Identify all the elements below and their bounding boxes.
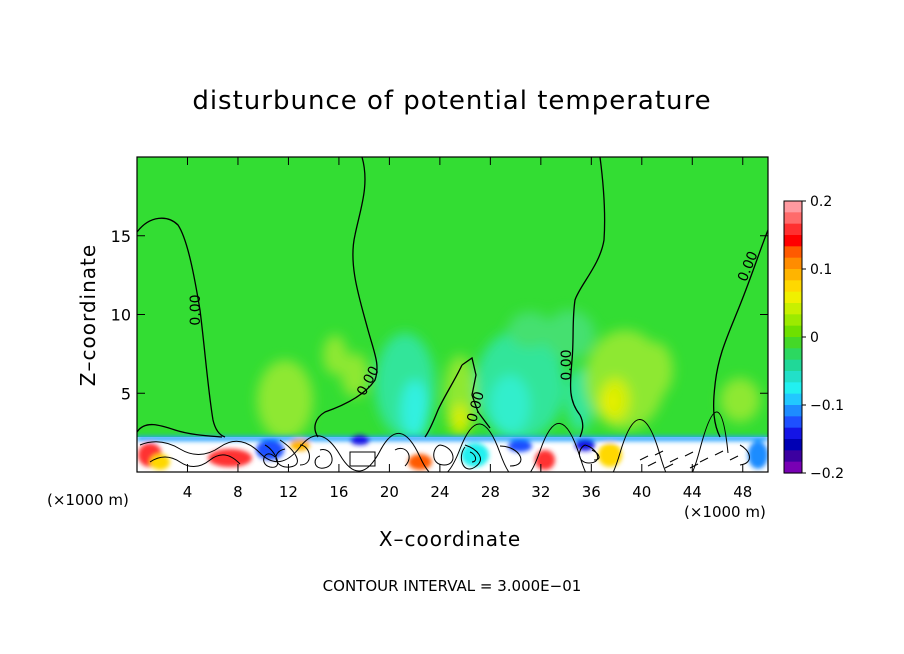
colorbar-swatch	[784, 212, 802, 225]
x-unit-left: (×1000 m)	[47, 491, 129, 509]
x-tick-label: 8	[233, 483, 243, 501]
colorbar-swatch	[784, 337, 802, 349]
colorbar-tick-label: 0	[810, 330, 819, 346]
colorbar-tick-label: −0.1	[810, 398, 844, 414]
y-tick-label: 10	[111, 306, 131, 325]
x-tick-label: 36	[582, 483, 601, 501]
x-tick-label: 24	[430, 483, 449, 501]
colorbar-swatch	[784, 246, 802, 259]
x-tick-label: 16	[329, 483, 348, 501]
colorbar-swatch	[784, 291, 802, 304]
x-tick-label: 20	[380, 483, 399, 501]
colorbar-swatch	[784, 371, 802, 383]
contour-label: 0.00	[188, 294, 204, 325]
colorbar-swatch	[784, 405, 802, 417]
colorbar-swatch	[784, 450, 802, 463]
x-tick-label: 40	[632, 483, 651, 501]
colorbar-swatch	[784, 348, 802, 361]
heatmap-field: 0.00 0.00 0.00 0.00 0.00	[137, 157, 768, 472]
colorbar-swatch	[784, 359, 802, 372]
colorbar-swatch	[784, 439, 802, 451]
contour-interval: CONTOUR INTERVAL = 3.000E−01	[322, 577, 582, 595]
colorbar-swatch	[784, 280, 802, 293]
contour-label: 0.00	[559, 349, 575, 380]
colorbar-tick-label: 0.1	[810, 262, 832, 278]
y-axis-label: Z–coordinate	[76, 243, 100, 387]
colorbar-swatch	[784, 303, 802, 315]
colorbar-swatch	[784, 393, 802, 406]
colorbar-swatch	[784, 257, 802, 270]
y-tick-label: 5	[121, 384, 131, 403]
colorbar-swatch	[784, 427, 802, 440]
x-tick-label: 4	[183, 483, 193, 501]
x-tick-label: 12	[279, 483, 298, 501]
y-tick-label: 15	[111, 227, 131, 246]
colorbar-swatch	[784, 201, 802, 213]
colorbar-swatch	[784, 382, 802, 395]
colorbar-swatch	[784, 235, 802, 247]
colorbar-tick-label: −0.2	[810, 466, 844, 482]
x-tick-label: 28	[481, 483, 500, 501]
x-tick-label: 44	[683, 483, 702, 501]
x-tick-label: 48	[733, 483, 752, 501]
x-unit-right: (×1000 m)	[684, 503, 766, 521]
colorbar: 0.2 0.1 0 −0.1 −0.2	[783, 194, 844, 482]
contour-label: 0.00	[464, 390, 488, 424]
colorbar-swatch	[784, 269, 802, 281]
chart-title: disturbunce of potential temperature	[192, 86, 712, 116]
colorbar-swatch	[784, 416, 802, 429]
x-axis-label: X–coordinate	[378, 527, 522, 551]
colorbar-swatch	[784, 325, 802, 338]
colorbar-swatch	[784, 314, 802, 327]
colorbar-swatch	[784, 223, 802, 236]
colorbar-swatch	[784, 461, 802, 474]
colorbar-tick-label: 0.2	[810, 194, 832, 210]
x-tick-label: 32	[531, 483, 550, 501]
